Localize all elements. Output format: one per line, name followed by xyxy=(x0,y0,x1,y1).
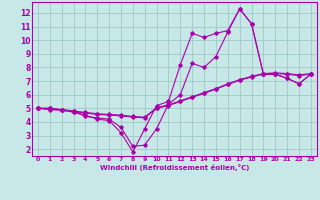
X-axis label: Windchill (Refroidissement éolien,°C): Windchill (Refroidissement éolien,°C) xyxy=(100,164,249,171)
